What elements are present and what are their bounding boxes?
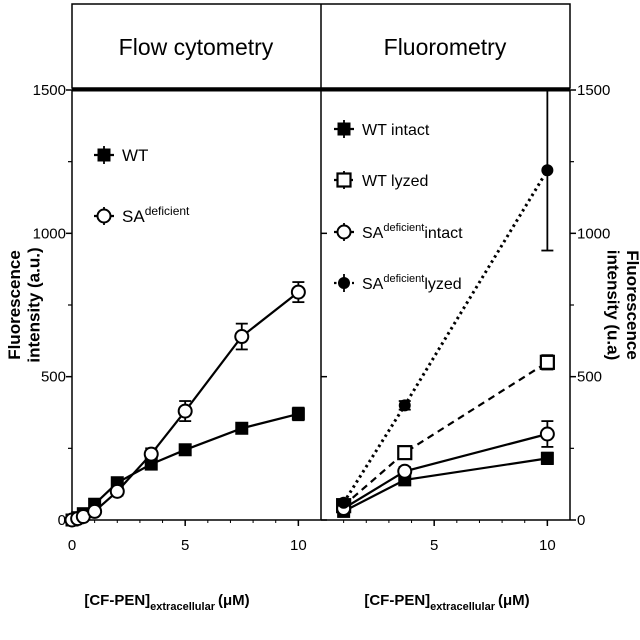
legend-symbol	[336, 172, 352, 188]
data-point	[397, 445, 413, 461]
series-line	[343, 457, 548, 513]
left-legend: WT SAdeficient	[94, 146, 190, 226]
legend-label-sa-deficient: SAdeficient	[122, 204, 190, 226]
right-y-tick-label: 0	[577, 512, 585, 529]
legend-label-sa-deficient-intact: SAdeficientintact	[362, 222, 463, 242]
legend-marker-sa-deficient	[94, 207, 114, 225]
right-plot-area	[321, 89, 576, 526]
legend-label-wt-lyzed: WT lyzed	[362, 173, 428, 190]
data-point	[144, 457, 158, 471]
left-x-tick-label: 0	[68, 537, 76, 554]
series-1-2	[336, 420, 555, 517]
legend-label-wt: WT	[122, 146, 148, 165]
data-point	[397, 463, 413, 479]
right-y-tick-labels: 0 500 1000 1500	[577, 82, 610, 529]
data-point	[539, 354, 555, 370]
legend-symbol	[336, 224, 352, 240]
right-panel	[320, 88, 571, 521]
legend-marker-wt-lyzed	[334, 171, 354, 189]
left-x-tick-labels: 0 5 10	[68, 537, 307, 554]
panel-title-right: Fluorometry	[384, 34, 507, 60]
data-point	[541, 164, 554, 177]
right-x-tick-label: 5	[430, 537, 438, 554]
series-0-1	[64, 281, 306, 528]
legend-marker-wt	[94, 146, 114, 164]
panel-headers: Flow cytometry Fluorometry	[71, 3, 571, 89]
left-y-tick-label: 500	[41, 369, 66, 386]
data-point	[398, 399, 411, 412]
data-point	[539, 426, 555, 442]
legend-label-sa-deficient-lyzed: SAdeficientlyzed	[362, 273, 462, 293]
data-point	[87, 503, 103, 519]
left-plot-area	[64, 89, 306, 528]
left-y-axis-title: Fluorescenceintensity (a.u.)	[5, 247, 44, 362]
left-x-axis-title: [CF-PEN]extracellular (μM)	[84, 592, 249, 613]
legend-symbol	[96, 208, 112, 224]
right-y-tick-label: 500	[577, 369, 602, 386]
legend-symbol	[97, 148, 111, 162]
data-point	[540, 451, 554, 465]
legend-label-wt-intact: WT intact	[362, 122, 430, 139]
right-y-tick-label: 1000	[577, 225, 610, 242]
left-y-tick-label: 1000	[33, 225, 66, 242]
left-y-tick-label: 0	[58, 512, 66, 529]
left-x-tick-label: 10	[290, 537, 307, 554]
axis-titles: [CF-PEN]extracellular (μM) [CF-PEN]extrac…	[5, 247, 640, 613]
data-point	[337, 496, 350, 509]
right-x-tick-label: 10	[539, 537, 556, 554]
legend-marker-sa-deficient-lyzed	[334, 274, 354, 292]
data-point	[177, 403, 193, 419]
left-x-tick-label: 5	[181, 537, 189, 554]
series-line	[71, 412, 299, 522]
right-y-tick-label: 1500	[577, 82, 610, 99]
right-x-tick-labels: 5 10	[430, 537, 556, 554]
right-y-axis-title: Fluorescenceintensity (u.a)	[604, 250, 640, 361]
data-point	[291, 407, 305, 421]
legend-marker-wt-intact	[334, 120, 354, 138]
legend-marker-sa-deficient-intact	[334, 223, 354, 241]
data-point	[290, 284, 306, 300]
series-1-3	[337, 89, 554, 509]
left-y-tick-labels: 0 500 1000 1500	[33, 82, 66, 529]
data-point	[143, 446, 159, 462]
legend-symbol	[338, 277, 350, 289]
data-point	[178, 443, 192, 457]
right-legend: WT intact WT lyzed SAdeficientintact SAd…	[334, 120, 463, 293]
legend-symbol	[337, 122, 351, 136]
data-point	[234, 329, 250, 345]
data-point	[235, 421, 249, 435]
series-line	[343, 432, 548, 510]
left-y-tick-label: 1500	[33, 82, 66, 99]
series-line	[342, 169, 549, 504]
data-point	[109, 483, 125, 499]
series-line	[342, 361, 548, 507]
right-x-axis-title: [CF-PEN]extracellular (μM)	[364, 592, 529, 613]
series-1-1	[336, 354, 555, 514]
panel-title-left: Flow cytometry	[119, 34, 274, 60]
